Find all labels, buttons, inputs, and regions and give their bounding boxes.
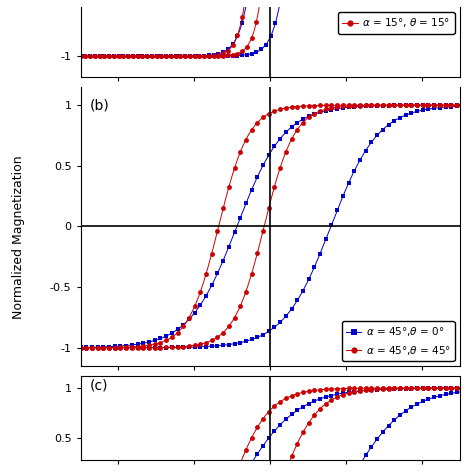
Text: Normalized Magnetization: Normalized Magnetization <box>12 155 26 319</box>
Text: (c): (c) <box>90 379 109 392</box>
Legend: $\alpha$ = 15°, $\theta$ = 15°: $\alpha$ = 15°, $\theta$ = 15° <box>338 12 455 34</box>
Legend: $\alpha$ = 45°,$\theta$ = 0°, $\alpha$ = 45°,$\theta$ = 45°: $\alpha$ = 45°,$\theta$ = 0°, $\alpha$ =… <box>342 321 455 361</box>
Text: (b): (b) <box>90 98 110 112</box>
